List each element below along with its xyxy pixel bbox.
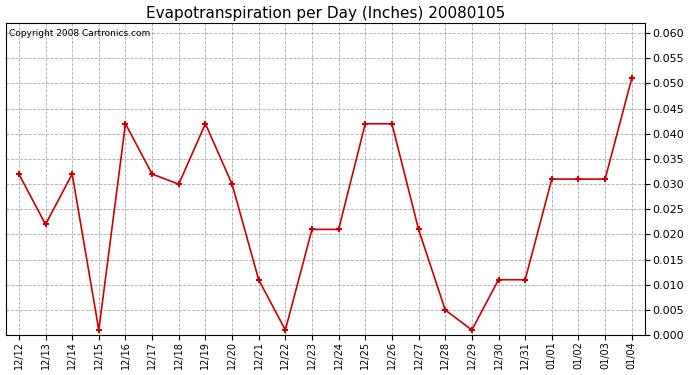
Text: Copyright 2008 Cartronics.com: Copyright 2008 Cartronics.com: [9, 29, 150, 38]
Title: Evapotranspiration per Day (Inches) 20080105: Evapotranspiration per Day (Inches) 2008…: [146, 6, 505, 21]
